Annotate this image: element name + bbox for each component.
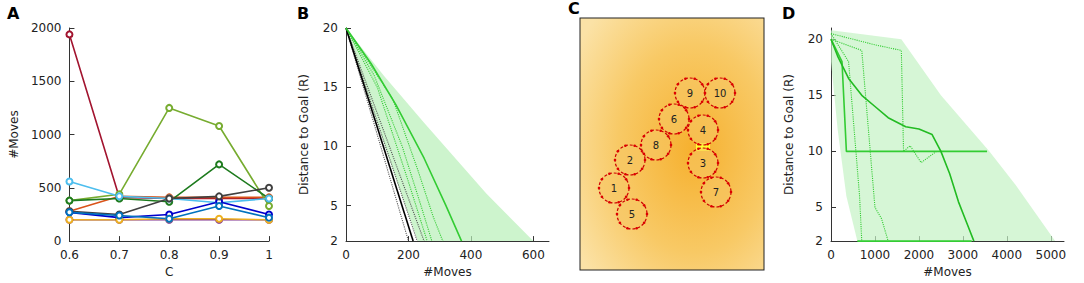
svg-text:9: 9 xyxy=(687,88,693,99)
svg-text:1: 1 xyxy=(265,248,273,262)
svg-text:2000: 2000 xyxy=(31,21,62,35)
svg-text:4000: 4000 xyxy=(992,248,1023,262)
svg-text:5: 5 xyxy=(629,209,635,220)
svg-text:1: 1 xyxy=(611,183,617,194)
svg-text:2000: 2000 xyxy=(904,248,935,262)
svg-text:2: 2 xyxy=(627,155,633,166)
svg-text:0: 0 xyxy=(342,248,350,262)
svg-text:2: 2 xyxy=(815,234,823,248)
svg-text:1000: 1000 xyxy=(31,128,62,142)
svg-text:0: 0 xyxy=(827,248,835,262)
svg-text:5: 5 xyxy=(815,200,823,214)
svg-text:A: A xyxy=(7,4,20,23)
svg-text:0.6: 0.6 xyxy=(60,248,79,262)
svg-text:1000: 1000 xyxy=(860,248,891,262)
svg-text:C: C xyxy=(165,265,173,279)
svg-text:600: 600 xyxy=(522,248,545,262)
svg-text:D: D xyxy=(782,4,795,23)
svg-text:4: 4 xyxy=(700,125,706,136)
svg-text:7: 7 xyxy=(713,187,719,198)
svg-text:20: 20 xyxy=(808,32,823,46)
svg-text:500: 500 xyxy=(39,181,62,195)
svg-text:20: 20 xyxy=(323,21,338,35)
svg-text:#Moves: #Moves xyxy=(7,110,21,159)
svg-text:2: 2 xyxy=(330,234,338,248)
svg-text:3: 3 xyxy=(700,158,706,169)
svg-text:10: 10 xyxy=(323,139,338,153)
svg-text:5: 5 xyxy=(330,199,338,213)
svg-text:#Moves: #Moves xyxy=(923,265,972,279)
svg-text:10: 10 xyxy=(808,144,823,158)
svg-text:10: 10 xyxy=(714,88,727,99)
svg-text:1500: 1500 xyxy=(31,74,62,88)
svg-text:5000: 5000 xyxy=(1036,248,1067,262)
svg-text:3000: 3000 xyxy=(948,248,979,262)
svg-text:6: 6 xyxy=(671,114,677,125)
svg-text:#Moves: #Moves xyxy=(423,265,472,279)
svg-text:0.9: 0.9 xyxy=(210,248,229,262)
svg-text:15: 15 xyxy=(323,80,338,94)
svg-text:Distance to Goal (R): Distance to Goal (R) xyxy=(297,74,311,195)
svg-text:8: 8 xyxy=(653,140,659,151)
svg-text:Distance to Goal (R): Distance to Goal (R) xyxy=(782,74,796,195)
svg-text:15: 15 xyxy=(808,88,823,102)
svg-text:0.7: 0.7 xyxy=(110,248,129,262)
svg-text:C: C xyxy=(568,0,580,18)
svg-text:B: B xyxy=(297,4,309,23)
svg-text:0: 0 xyxy=(54,234,62,248)
svg-text:200: 200 xyxy=(397,248,420,262)
svg-text:400: 400 xyxy=(459,248,482,262)
svg-text:0.8: 0.8 xyxy=(160,248,179,262)
